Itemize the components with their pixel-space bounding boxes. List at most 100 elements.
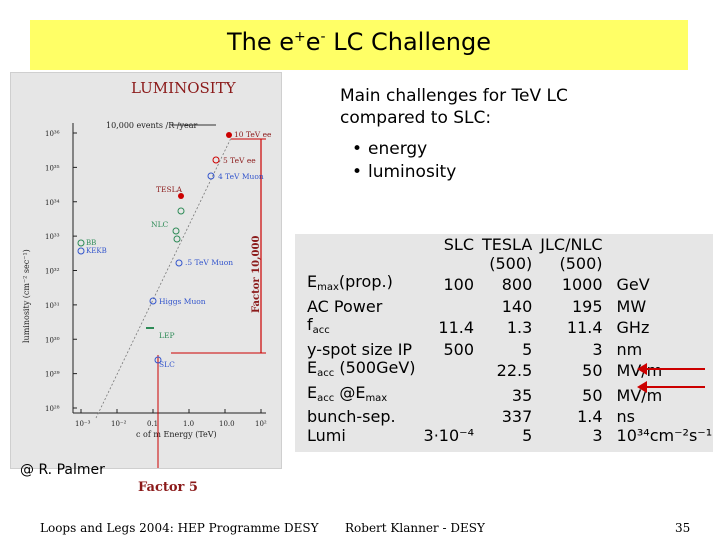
cell-slc: 3·10⁻⁴ — [423, 425, 475, 445]
label-slc: SLC — [159, 360, 175, 369]
point-lep — [146, 327, 154, 329]
y-tick-label: 10³⁵ — [45, 164, 60, 172]
point-05tev-muon — [175, 259, 183, 267]
label-lep: LEP — [159, 331, 175, 340]
point-nlc — [172, 227, 180, 235]
label-kekb: KEKB — [86, 247, 107, 255]
point-slc — [154, 356, 162, 364]
cell-jlc: 195 — [571, 296, 603, 316]
cell-slc — [420, 408, 478, 427]
label-4tev-muon: 4 TeV Muon — [218, 172, 264, 181]
point-higgs-muon — [149, 297, 157, 305]
slide-title: The e+e- LC Challenge — [227, 28, 491, 56]
luminosity-plot-svg: LUMINOSITY 10,000 events /R /year 10³⁶ 10… — [22, 79, 272, 468]
table-row: Emax(prop.) 100 800 1000 GeV — [303, 272, 716, 298]
label-05tev-muon: .5 TeV Muon — [185, 258, 233, 267]
y-tick-label: 10³³ — [45, 233, 60, 241]
header-blank — [303, 236, 420, 255]
footer-left: Loops and Legs 2004: HEP Programme DESY — [40, 521, 319, 535]
y-axis-label: luminosity (cm⁻² sec⁻¹) — [22, 249, 31, 343]
cell-slc — [420, 359, 478, 384]
intro-text: Main challenges for TeV LC compared to S… — [340, 85, 568, 129]
point-tesla — [178, 193, 184, 199]
cell-tesla: 22.5 — [496, 361, 533, 380]
cell-jlc: 3 — [592, 425, 603, 445]
table-row: AC Power 140 195 MW — [303, 296, 716, 317]
parameter-table-box: SLC TESLA JLC/NLC (500) (500) Emax(prop.… — [295, 234, 713, 452]
header-tesla: TESLA — [482, 235, 533, 254]
bullet-energy: energy — [352, 138, 456, 161]
row-label: Emax(prop.) — [307, 272, 393, 293]
cell-unit: MV/m — [616, 385, 663, 405]
y-tick-label: 10³⁶ — [45, 130, 60, 138]
trend-line — [95, 137, 232, 419]
point-tesla-b — [177, 207, 185, 215]
footer-mid: Robert Klanner - DESY — [345, 521, 485, 535]
header-jlc: JLC/NLC — [540, 235, 603, 254]
cell-tesla: 5 — [522, 425, 533, 445]
cell-slc — [420, 384, 478, 409]
subheader-tesla: (500) — [489, 253, 533, 273]
cell-slc — [420, 298, 478, 317]
point-10tev-ee — [226, 132, 232, 138]
y-tick-label: 10³⁴ — [45, 199, 60, 207]
y-tick-label: 10³⁰ — [45, 336, 60, 344]
point-4tev-muon — [207, 172, 215, 180]
point-kekb — [77, 247, 85, 255]
row-label: Eacc @Emax — [307, 382, 388, 404]
cell-unit: GHz — [616, 318, 650, 337]
y-tick-label: 10²⁸ — [45, 405, 60, 413]
row-label: facc — [307, 315, 330, 336]
x-tick-label: 10⁻² — [111, 420, 127, 428]
x-tick-label: 10⁻³ — [75, 420, 91, 428]
label-tesla: TESLA — [156, 185, 183, 194]
table-row: Eacc @Emax 35 50 MV/m — [303, 382, 716, 409]
plot-title: LUMINOSITY — [131, 79, 237, 97]
label-5tev-ee: 5 TeV ee — [223, 156, 256, 165]
row-label: bunch-sep. — [307, 407, 396, 426]
credit-text: @ R. Palmer — [20, 462, 105, 478]
x-tick-label: 10² — [255, 420, 267, 428]
label-higgs-muon: Higgs Muon — [159, 297, 206, 306]
intro-line-2: compared to SLC: — [340, 108, 492, 128]
table-row: Eacc (500GeV) 22.5 50 MV/m — [303, 358, 717, 384]
cell-tesla: 800 — [501, 275, 533, 294]
bullet-list: energy luminosity — [352, 138, 456, 184]
parameter-table: SLC TESLA JLC/NLC (500) (500) Emax(prop.… — [303, 235, 717, 446]
cell-unit: 10³⁴cm⁻²s⁻¹ — [616, 425, 713, 445]
x-tick-label: 10.0 — [219, 420, 235, 428]
luminosity-plot: LUMINOSITY 10,000 events /R /year 10³⁶ 10… — [10, 72, 282, 469]
cell-tesla: 140 — [501, 296, 533, 316]
cell-jlc: 3 — [592, 339, 603, 359]
cell-unit: MV/m — [607, 359, 717, 384]
x-tick-labels: 10⁻³ 10⁻² 0.1 1.0 10.0 10² — [75, 409, 267, 428]
cell-jlc: 11.4 — [566, 318, 603, 337]
label-10tev-ee: 10 TeV ee — [234, 130, 272, 139]
cell-slc: 11.4 — [438, 318, 475, 337]
cell-jlc: 50 — [582, 385, 603, 405]
table-header-row: SLC TESLA JLC/NLC — [303, 235, 716, 255]
table-row: facc 11.4 1.3 11.4 GHz — [303, 315, 716, 341]
cell-jlc: 1.4 — [577, 407, 603, 426]
table-row: y-spot size IP 500 5 3 nm — [303, 339, 716, 360]
x-tick-label: 1.0 — [183, 420, 194, 428]
point-nlc-b — [173, 235, 181, 243]
cell-jlc: 50 — [582, 361, 603, 380]
arrow-icon — [637, 381, 705, 393]
y-tick-labels: 10³⁶ 10³⁵ 10³⁴ 10³³ 10³² 10³¹ 10³⁰ 10²⁹ 10²⁸ — [45, 130, 77, 413]
point-5tev-ee — [212, 156, 220, 164]
row-label: y-spot size IP — [307, 339, 413, 359]
point-bb — [77, 239, 85, 247]
table-row: Lumi 3·10⁻⁴ 5 3 10³⁴cm⁻²s⁻¹ — [303, 425, 716, 446]
y-tick-label: 10³² — [45, 268, 60, 276]
row-label: AC Power — [307, 296, 383, 316]
cell-unit: MW — [616, 296, 647, 316]
cell-tesla: 5 — [522, 339, 533, 359]
page-number: 35 — [675, 521, 691, 535]
cell-tesla: 35 — [511, 385, 533, 405]
cell-tesla: 337 — [501, 407, 533, 426]
bullet-luminosity: luminosity — [352, 161, 456, 184]
events-label: 10,000 events /R /year — [106, 121, 198, 130]
x-axis-label: c of m Energy (TeV) — [136, 430, 217, 439]
cell-slc: 500 — [443, 339, 475, 359]
